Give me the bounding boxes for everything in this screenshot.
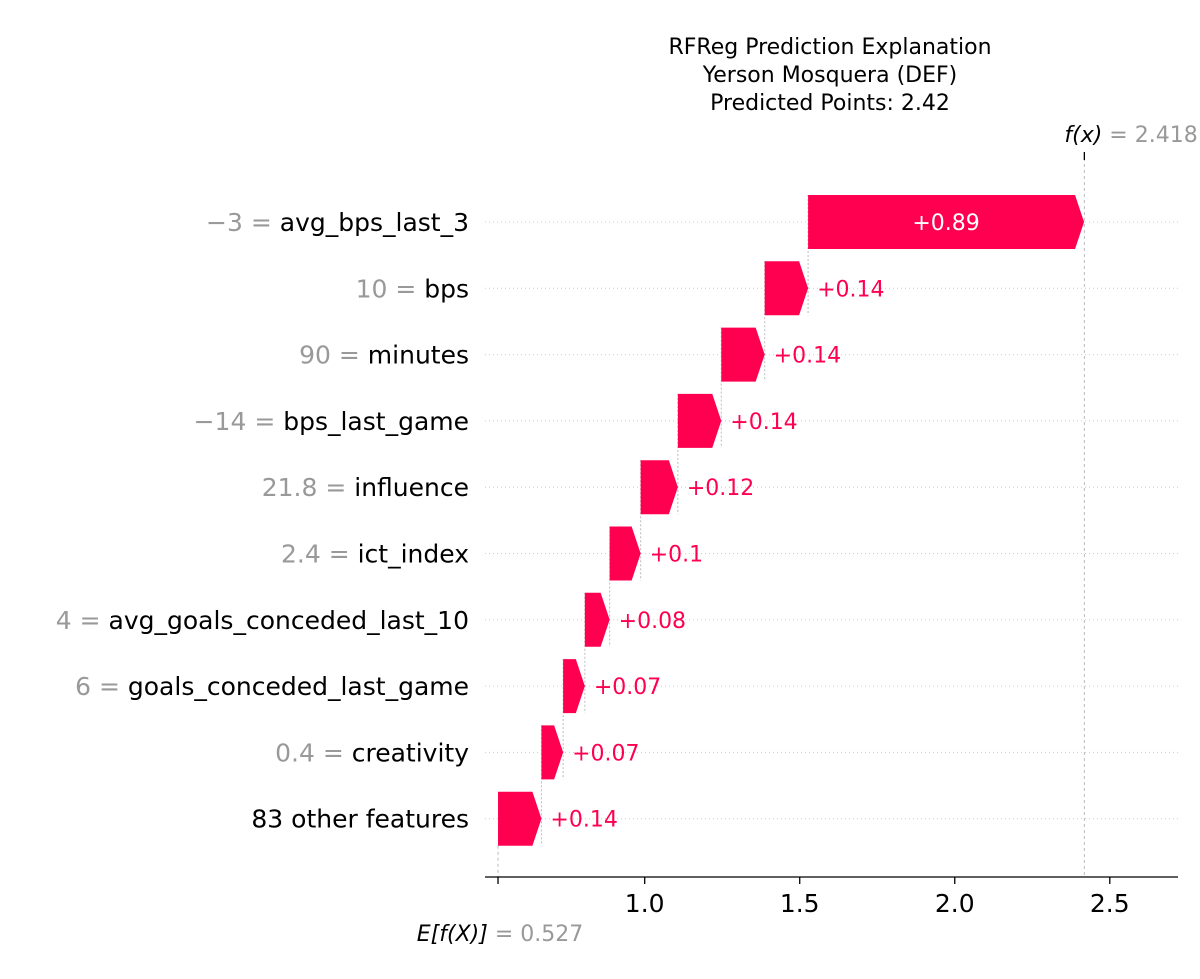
- contribution-label: +0.1: [650, 543, 703, 568]
- feature-label: −3 = avg_bps_last_3: [206, 208, 469, 237]
- chart-title-line-2: Yerson Mosquera (DEF): [702, 63, 957, 88]
- feature-value: 6 =: [75, 672, 128, 701]
- contribution-bar: [541, 725, 564, 780]
- feature-label: −14 = bps_last_game: [194, 407, 469, 436]
- feature-label: 2.4 = ict_index: [281, 540, 469, 569]
- feature-value: −3 =: [206, 208, 280, 237]
- feature-value: 4 =: [56, 606, 109, 635]
- contribution-label: +0.14: [774, 344, 841, 369]
- contribution-bar: [563, 659, 585, 714]
- contribution-bar: [609, 526, 641, 581]
- feature-value: 21.8 =: [262, 473, 355, 502]
- chart-title: RFReg Prediction Explanation Yerson Mosq…: [668, 35, 991, 116]
- base-value-number: = 0.527: [495, 922, 583, 947]
- final-value-number: = 2.418: [1109, 123, 1197, 148]
- feature-label: 10 = bps: [356, 274, 469, 303]
- chart-title-line-3: Predicted Points: 2.42: [710, 91, 950, 116]
- feature-name: goals_conceded_last_game: [128, 672, 469, 701]
- final-value-annotation: f(x) = 2.418: [1064, 123, 1197, 148]
- contribution-label: +0.89: [912, 211, 979, 236]
- contribution-bar: [498, 791, 542, 846]
- feature-name: creativity: [352, 738, 469, 767]
- feature-name: minutes: [368, 341, 469, 370]
- feature-label: 83 other features: [251, 805, 469, 834]
- contribution-label: +0.07: [572, 741, 639, 766]
- contribution-bar: [640, 460, 678, 515]
- fx-marker: f(x) = 2.418: [1064, 123, 1198, 160]
- feature-label: 4 = avg_goals_conceded_last_10: [56, 606, 469, 635]
- contribution-bar: [721, 327, 765, 382]
- chart-title-line-1: RFReg Prediction Explanation: [668, 35, 991, 60]
- feature-name: avg_bps_last_3: [280, 208, 469, 237]
- feature-labels: −3 = avg_bps_last_3 10 = bps 90 = minutes −…: [56, 208, 469, 834]
- contribution-label: +0.12: [687, 476, 754, 501]
- contribution-label: +0.07: [594, 675, 661, 700]
- feature-value: −14 =: [194, 407, 284, 436]
- feature-name: influence: [354, 473, 469, 502]
- feature-name: ict_index: [358, 540, 469, 569]
- x-axis: 1.0 1.5 2.0 2.5 E[f(X)] = 0.527: [417, 876, 1178, 947]
- row-gridlines: [485, 221, 1178, 820]
- x-tick-label: 1.0: [625, 889, 665, 918]
- contribution-label: +0.14: [550, 808, 617, 833]
- contribution-bar: [764, 261, 809, 316]
- feature-value: 10 =: [356, 274, 425, 303]
- feature-label: 6 = goals_conceded_last_game: [75, 672, 469, 701]
- base-value-label: E[f(X)]: [417, 922, 495, 947]
- contribution-label: +0.14: [817, 277, 884, 302]
- feature-value: 90 =: [299, 341, 368, 370]
- feature-label: 21.8 = influence: [262, 473, 469, 502]
- feature-name: bps_last_game: [283, 407, 469, 436]
- contribution-label: +0.14: [730, 410, 797, 435]
- x-tick-label: 2.5: [1090, 889, 1130, 918]
- base-value-annotation: E[f(X)] = 0.527: [417, 922, 583, 947]
- contribution-label: +0.08: [619, 609, 686, 634]
- feature-name: 83 other features: [251, 805, 469, 834]
- contribution-bar: [808, 195, 1085, 249]
- x-tick-label: 1.5: [780, 889, 820, 918]
- feature-label: 90 = minutes: [299, 341, 469, 370]
- x-tick-label: 2.0: [935, 889, 975, 918]
- final-value-label: f(x): [1064, 123, 1109, 148]
- contribution-bars: +0.89 +0.14 +0.14 +0.14 +0.12 +0.1 +0.08 +0.07 +…: [498, 195, 1085, 846]
- contribution-bar: [584, 592, 610, 647]
- contribution-bar: [677, 393, 722, 448]
- feature-name: bps: [424, 274, 469, 303]
- feature-value: 0.4 =: [275, 738, 352, 767]
- feature-name: avg_goals_conceded_last_10: [109, 606, 469, 635]
- feature-label: 0.4 = creativity: [275, 738, 469, 767]
- feature-value: 2.4 =: [281, 540, 358, 569]
